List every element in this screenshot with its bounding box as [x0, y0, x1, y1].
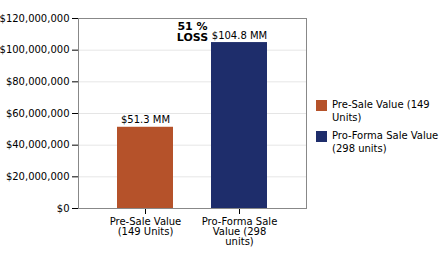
svg-text:$51.3 MM: $51.3 MM: [121, 114, 170, 125]
svg-text:$40,000,000: $40,000,000: [6, 139, 70, 150]
html-text:Pre-Sale Value (149 Units): Pre-Sale Value (149 Units): [332, 99, 430, 123]
svg-text:$20,000,000: $20,000,000: [6, 171, 70, 182]
svg-text:Pro-Forma SaleValue (298units): Pro-Forma SaleValue (298units): [202, 216, 278, 247]
svg-text:Pre-Sale Value(149 Units): Pre-Sale Value(149 Units): [110, 216, 182, 237]
html-text:Pro-Forma Sale Value (298 unit: Pro-Forma Sale Value (298 units): [332, 130, 439, 154]
svg-text:$120,000,000: $120,000,000: [0, 13, 70, 24]
svg-text:$104.8 MM: $104.8 MM: [212, 30, 267, 41]
svg-text:$80,000,000: $80,000,000: [6, 76, 70, 87]
svg-text:$0: $0: [57, 203, 70, 214]
svg-text:51 %LOSS: 51 %LOSS: [177, 20, 208, 44]
svg-text:$100,000,000: $100,000,000: [0, 44, 70, 55]
svg-text:$60,000,000: $60,000,000: [6, 108, 70, 119]
